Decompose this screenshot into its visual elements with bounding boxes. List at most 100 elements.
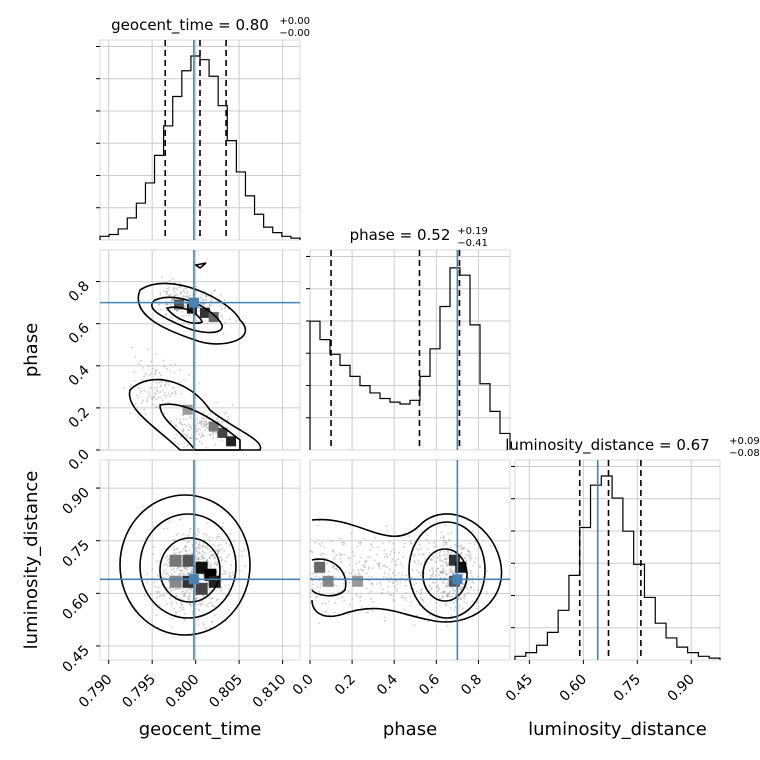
- sample-point: [461, 583, 464, 586]
- sample-point: [337, 591, 340, 594]
- sample-point: [185, 436, 188, 439]
- sample-point: [333, 612, 336, 614]
- sample-point: [444, 524, 447, 527]
- sample-point: [442, 560, 445, 563]
- sample-point: [198, 603, 200, 606]
- sample-point: [315, 572, 318, 575]
- sample-point: [210, 598, 213, 600]
- sample-point: [156, 386, 159, 389]
- sample-point: [201, 600, 203, 603]
- sample-point: [428, 551, 431, 554]
- sample-point: [461, 548, 464, 551]
- sample-point: [190, 437, 192, 440]
- sample-point: [381, 542, 384, 545]
- sample-point: [172, 297, 174, 300]
- contour-lumdist-geocent-inner: [159, 537, 221, 603]
- sample-point: [210, 554, 212, 557]
- sample-point: [186, 568, 189, 571]
- sample-point: [439, 571, 442, 574]
- sample-point: [356, 545, 359, 548]
- sample-point: [184, 300, 187, 303]
- sample-point: [172, 551, 175, 554]
- sample-point: [225, 620, 227, 623]
- sample-point: [465, 586, 468, 589]
- sample-point: [360, 568, 363, 571]
- sample-point: [163, 290, 166, 293]
- sample-point: [398, 551, 400, 554]
- sample-point: [175, 433, 178, 436]
- sample-point: [401, 573, 404, 576]
- sample-point: [318, 543, 321, 545]
- sample-point: [450, 570, 453, 572]
- sample-point: [133, 380, 136, 383]
- sample-point: [450, 565, 453, 568]
- density-cell: [169, 554, 182, 567]
- sample-point: [178, 421, 181, 424]
- sample-point: [196, 422, 199, 424]
- sample-point: [227, 608, 230, 611]
- sample-point: [179, 418, 182, 421]
- sample-point: [319, 587, 322, 589]
- sample-point: [333, 551, 335, 553]
- sample-point: [189, 415, 192, 418]
- sample-point: [161, 576, 164, 579]
- sample-point: [218, 535, 221, 538]
- sample-point: [189, 527, 192, 530]
- sample-point: [196, 319, 198, 322]
- sample-point: [230, 564, 233, 566]
- sample-point: [359, 543, 362, 545]
- sample-point: [161, 276, 163, 279]
- sample-point: [393, 552, 396, 554]
- sample-point: [184, 595, 187, 598]
- sample-point: [220, 579, 223, 582]
- xtick-label-luminosity-distance: 0.45: [503, 672, 536, 705]
- sample-point: [171, 392, 174, 395]
- sample-point: [189, 416, 192, 419]
- truth-marker: [188, 297, 199, 308]
- sample-point: [343, 553, 346, 556]
- sample-point: [165, 287, 168, 290]
- sample-point: [235, 320, 237, 323]
- density-cell: [208, 421, 219, 432]
- sample-point: [155, 398, 157, 400]
- sample-point: [208, 303, 211, 306]
- sample-point: [447, 595, 450, 598]
- sample-point: [363, 564, 366, 567]
- sample-point: [180, 602, 182, 604]
- sample-point: [188, 531, 191, 534]
- sample-point: [169, 369, 172, 372]
- sample-point: [152, 552, 155, 555]
- sample-point: [198, 531, 201, 533]
- sample-point: [385, 566, 388, 569]
- xtick-label-phase: 0.2: [332, 672, 359, 699]
- sample-point: [463, 597, 466, 600]
- sample-point: [478, 546, 481, 549]
- sample-point: [187, 296, 190, 299]
- sample-point: [181, 310, 184, 313]
- sample-point: [172, 539, 174, 542]
- title-minus-phase: −0.41: [457, 238, 488, 249]
- sample-point: [163, 391, 166, 394]
- xtick-label-geocent-time: 0.800: [163, 672, 203, 712]
- sample-point: [442, 581, 444, 584]
- sample-point: [189, 571, 192, 574]
- sample-point: [209, 564, 211, 567]
- sample-point: [177, 532, 180, 535]
- sample-point: [327, 600, 330, 603]
- sample-point: [227, 584, 230, 586]
- sample-point: [416, 563, 419, 566]
- sample-point: [178, 551, 181, 554]
- sample-point: [393, 592, 396, 595]
- sample-point: [154, 353, 157, 356]
- sample-point: [231, 403, 234, 406]
- sample-point: [208, 556, 211, 559]
- sample-point: [154, 372, 157, 375]
- sample-point: [163, 412, 166, 415]
- sample-point: [172, 588, 174, 590]
- sample-point: [174, 588, 177, 591]
- sample-point: [154, 406, 157, 409]
- sample-point: [202, 533, 205, 536]
- sample-point: [215, 589, 217, 592]
- sample-point: [359, 556, 362, 559]
- sample-point: [384, 565, 387, 567]
